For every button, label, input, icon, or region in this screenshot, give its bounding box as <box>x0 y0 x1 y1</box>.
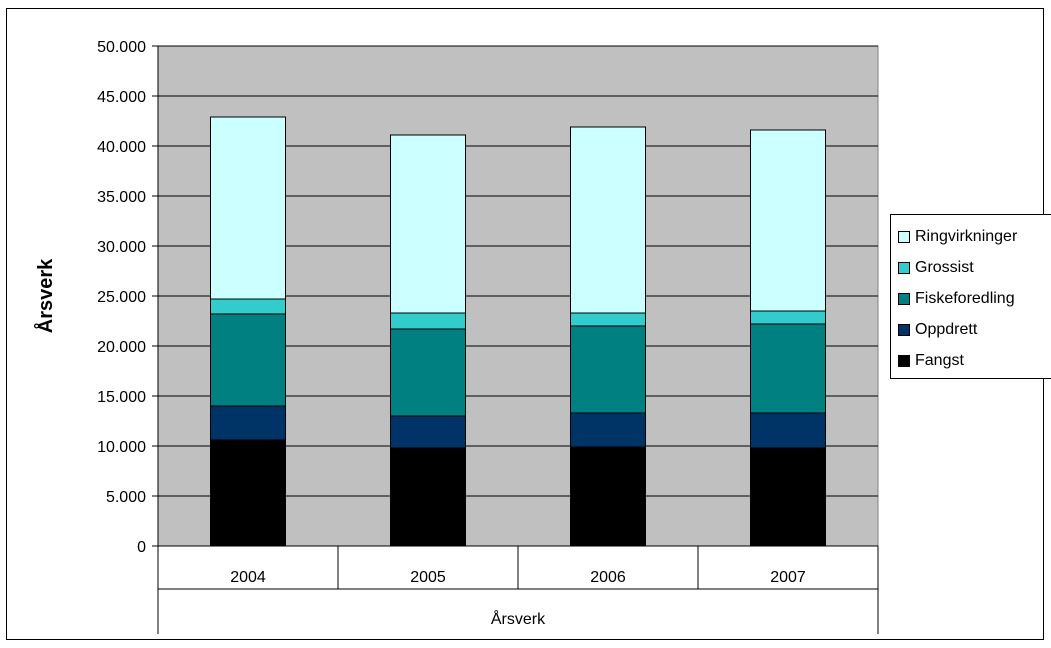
x-tick-label: 2005 <box>410 569 446 586</box>
y-tick-labels: 0 5.000 10.000 15.000 20.000 25.000 30.000 35.0… <box>97 39 146 556</box>
bar-segment-ringvirkninger <box>390 134 466 314</box>
y-tick-label: 50.000 <box>97 39 146 56</box>
bar-segment-grossist <box>210 298 286 315</box>
y-tick-label: 15.000 <box>97 389 146 406</box>
x-tick-label: 2004 <box>230 569 266 586</box>
bar-segment-oppdrett <box>210 405 286 441</box>
y-tick-label: 0 <box>137 539 146 556</box>
bar-segment-grossist <box>390 312 466 330</box>
legend-item-oppdrett: Oppdrett <box>891 314 1051 345</box>
legend-label: Fangst <box>915 351 964 369</box>
bar-segment-fiskeforedling <box>750 323 826 414</box>
legend-item-ringvirkninger: Ringvirkninger <box>891 221 1051 252</box>
bar-segment-ringvirkninger <box>210 116 286 300</box>
legend: Ringvirkninger Grossist Fiskeforedling Oppd… <box>890 214 1051 379</box>
bar-segment-fiskeforedling <box>570 325 646 414</box>
bar-segment-oppdrett <box>750 412 826 449</box>
bar-segment-grossist <box>750 310 826 325</box>
bar-segment-oppdrett <box>390 415 466 449</box>
bar-segment-fangst <box>570 446 646 547</box>
axis-layer <box>152 45 879 634</box>
x-tick-label: 2007 <box>770 569 806 586</box>
bar-segment-fangst <box>750 447 826 547</box>
legend-item-fiskeforedling: Fiskeforedling <box>891 283 1051 314</box>
x-axis-title: Årsverk <box>491 609 546 628</box>
y-tick-label: 25.000 <box>97 289 146 306</box>
y-tick-label: 35.000 <box>97 189 146 206</box>
x-tick-label: 2006 <box>590 569 626 586</box>
y-tick-label: 40.000 <box>97 139 146 156</box>
y-tick-label: 45.000 <box>97 89 146 106</box>
legend-label: Grossist <box>915 258 974 276</box>
legend-label: Ringvirkninger <box>915 227 1018 245</box>
y-tick-label: 5.000 <box>106 489 146 506</box>
legend-swatch <box>898 354 910 367</box>
bar-segment-grossist <box>570 312 646 327</box>
bar-segment-fiskeforedling <box>210 313 286 407</box>
bar-segment-oppdrett <box>570 412 646 448</box>
legend-label: Oppdrett <box>915 320 978 338</box>
bar-segment-fangst <box>390 447 466 547</box>
legend-swatch <box>898 292 910 305</box>
bar-segment-ringvirkninger <box>570 126 646 314</box>
legend-swatch <box>898 230 910 243</box>
y-tick-label: 10.000 <box>97 439 146 456</box>
bar-segment-fiskeforedling <box>390 328 466 417</box>
y-axis-title: Årsverk <box>33 258 57 333</box>
y-tick-label: 20.000 <box>97 339 146 356</box>
legend-swatch <box>898 261 910 274</box>
legend-item-grossist: Grossist <box>891 252 1051 283</box>
legend-swatch <box>898 323 910 336</box>
y-tick-label: 30.000 <box>97 239 146 256</box>
bar-segment-fangst <box>210 439 286 547</box>
x-tick-labels: 2004 2005 2006 2007 <box>230 569 806 586</box>
bar-segment-ringvirkninger <box>750 129 826 312</box>
legend-item-fangst: Fangst <box>891 345 1051 376</box>
legend-label: Fiskeforedling <box>915 289 1015 307</box>
